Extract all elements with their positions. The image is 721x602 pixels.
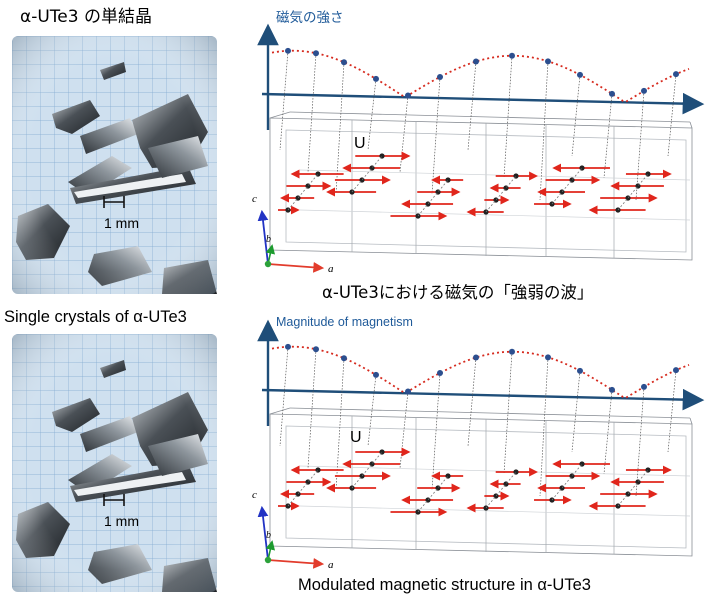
bottom-spin-arrows <box>278 447 672 517</box>
top-axis-title: 磁気の強さ <box>276 10 344 26</box>
wave-marker <box>285 343 291 350</box>
drop-line <box>279 346 289 447</box>
chain-link <box>485 471 517 509</box>
bottom-caption: Modulated magnetic structure in α-UTe3 <box>298 576 591 594</box>
chain-link <box>551 463 583 501</box>
wave-marker <box>341 355 347 362</box>
bottom-photo-title: Single crystals of α-UTe3 <box>4 308 187 326</box>
top-atom-label: U <box>354 135 366 152</box>
wave-marker <box>313 346 319 353</box>
drop-line <box>635 386 645 497</box>
drop-line <box>503 351 513 475</box>
drop-line <box>335 358 345 491</box>
bottom-atom-label: U <box>350 429 362 446</box>
drop-line <box>667 74 677 157</box>
wave-marker <box>641 383 647 390</box>
chain-link <box>287 469 319 507</box>
drop-line <box>399 95 409 173</box>
bottom-crystal-photo: 1 mm <box>11 333 218 593</box>
chain-link <box>617 469 649 507</box>
wave-marker <box>609 386 615 393</box>
wave-marker <box>509 52 515 59</box>
wave-marker <box>373 75 379 82</box>
top-caption: α-UTe3における磁気の「強弱の波」 <box>322 283 593 302</box>
top-photo-title: α-UTe3 の単結晶 <box>20 7 152 27</box>
bottom-axis-c: c <box>252 489 257 501</box>
top-crystal-photo: 1 mm <box>11 35 218 295</box>
wave-marker <box>405 92 411 99</box>
drop-line <box>335 62 345 195</box>
wave-marker <box>673 71 679 78</box>
wave-marker <box>641 87 647 94</box>
chain-link <box>351 155 383 193</box>
wave-marker <box>473 354 479 361</box>
wave-marker <box>285 47 291 54</box>
wave-marker <box>509 348 515 355</box>
bottom-modulation-wave <box>271 343 690 497</box>
wave-marker <box>437 369 443 376</box>
wave-marker <box>577 71 583 78</box>
chain-link <box>617 173 649 211</box>
chain-link <box>351 451 383 489</box>
bottom-magnetic-structure: Magnitude of magnetism U c b a Modulated… <box>252 315 700 594</box>
wave-marker <box>437 73 443 80</box>
drop-line <box>539 357 549 497</box>
wave-marker <box>313 50 319 57</box>
wave-marker <box>405 388 411 395</box>
bottom-axis-a: a <box>328 559 334 571</box>
drop-line <box>307 53 317 173</box>
drop-line <box>667 370 677 453</box>
chain-link <box>551 167 583 205</box>
wave-curve <box>271 345 690 399</box>
chain-link <box>287 173 319 211</box>
bottom-scale-label: 1 mm <box>104 513 139 529</box>
chain-link <box>417 475 449 513</box>
top-scale-label: 1 mm <box>104 215 139 231</box>
drop-line <box>603 93 613 179</box>
wave-marker <box>609 90 615 97</box>
drop-line <box>503 55 513 179</box>
top-axis-b: b <box>266 234 271 245</box>
drop-line <box>571 370 581 453</box>
wave-marker <box>577 367 583 374</box>
drop-line <box>539 61 549 201</box>
drop-line <box>307 349 317 469</box>
chain-link <box>417 179 449 217</box>
wave-marker <box>545 354 551 361</box>
drop-line <box>603 389 613 475</box>
drop-line <box>431 372 441 491</box>
drop-line <box>635 90 645 201</box>
wave-marker <box>373 371 379 378</box>
top-spin-arrows <box>278 151 672 221</box>
top-axis-c: c <box>252 193 257 205</box>
wave-marker <box>473 58 479 65</box>
top-modulation-wave <box>271 47 690 201</box>
wave-marker <box>673 367 679 374</box>
chain-link <box>485 175 517 213</box>
top-axis-a: a <box>328 263 334 275</box>
bottom-axis-title: Magnitude of magnetism <box>276 315 413 329</box>
drop-line <box>467 61 477 151</box>
drop-line <box>399 391 409 469</box>
wave-marker <box>341 59 347 66</box>
drop-line <box>571 74 581 157</box>
wave-curve <box>271 49 690 103</box>
drop-line <box>431 76 441 195</box>
drop-line <box>467 357 477 447</box>
wave-marker <box>545 58 551 65</box>
drop-line <box>279 50 289 151</box>
bottom-axis-b: b <box>266 530 271 541</box>
top-magnetic-structure: 磁気の強さ U c b a α-UTe3における磁気の「強弱の波」 <box>252 10 700 302</box>
